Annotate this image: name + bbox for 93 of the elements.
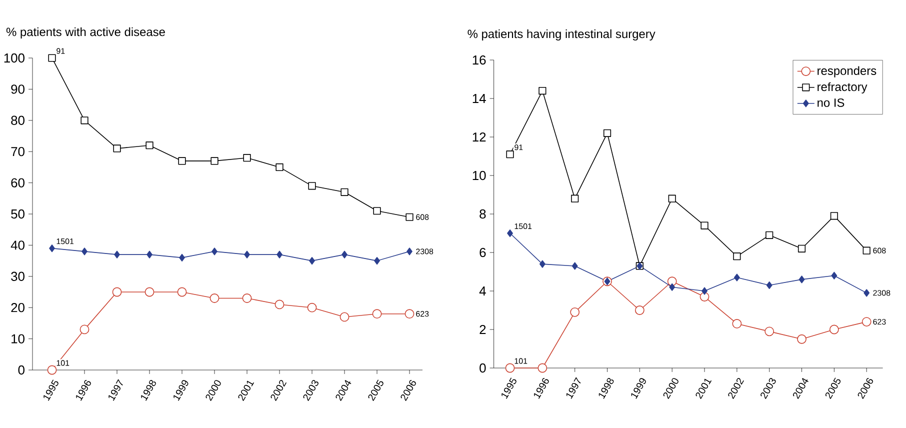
y-tick-label: 40 [10, 240, 24, 250]
y-tick-label: 0 [480, 363, 486, 373]
point [764, 326, 774, 336]
y-tick-label: 14 [472, 94, 486, 103]
legend-label: refractory [818, 82, 868, 94]
point [49, 244, 55, 252]
legend-label: responders [818, 66, 876, 78]
point [274, 300, 284, 310]
point [307, 302, 317, 312]
point [114, 250, 120, 258]
point [243, 154, 251, 162]
point [308, 182, 316, 190]
chart-title: % patients with active disease [6, 27, 165, 38]
point [48, 54, 56, 62]
point [831, 272, 838, 280]
legend-label: no IS [818, 98, 844, 107]
y-tick-label: 10 [12, 334, 24, 344]
y-tick-label: 12 [472, 132, 486, 142]
point [669, 283, 676, 291]
point [406, 213, 414, 221]
y-tick-label: 80 [11, 116, 24, 125]
point [404, 309, 414, 319]
point [603, 129, 612, 137]
point [374, 257, 380, 265]
point [798, 276, 805, 284]
point [734, 274, 740, 282]
point [667, 276, 677, 286]
point [372, 309, 382, 319]
point [178, 157, 186, 165]
point [113, 144, 121, 152]
point [80, 116, 88, 124]
point [276, 250, 282, 258]
y-tick-label: 100 [4, 53, 24, 63]
point [507, 229, 513, 238]
point [798, 244, 806, 252]
y-tick-label: 70 [11, 147, 24, 156]
point [506, 150, 514, 158]
point [700, 292, 710, 302]
point [830, 212, 838, 220]
y-tick-label: 4 [479, 286, 486, 296]
point [179, 254, 185, 262]
point [340, 312, 350, 322]
point [829, 324, 839, 334]
y-tick-label: 0 [18, 365, 24, 375]
point [634, 306, 644, 315]
point [144, 287, 154, 297]
y-tick-label: 30 [11, 272, 24, 281]
point [373, 207, 381, 215]
point [210, 157, 218, 165]
y-tick-label: 60 [11, 178, 24, 188]
point [538, 363, 548, 373]
point [797, 334, 806, 344]
point [146, 250, 152, 258]
point [80, 324, 90, 334]
y-tick-label: 6 [480, 248, 486, 258]
point [862, 317, 872, 326]
point [82, 248, 88, 256]
point [733, 252, 741, 260]
y-tick-label: 8 [480, 209, 486, 219]
point [732, 319, 742, 328]
point [212, 248, 218, 256]
point [862, 246, 870, 254]
point [766, 231, 774, 239]
point [702, 287, 708, 295]
chart-title: % patients having intestinal surgery [468, 29, 656, 41]
point [112, 287, 122, 297]
point [538, 87, 546, 95]
point [539, 260, 546, 268]
y-tick-label: 90 [11, 84, 24, 94]
point [244, 250, 250, 258]
y-tick-label: 10 [472, 170, 486, 180]
point [668, 194, 676, 202]
point [571, 194, 579, 202]
point [210, 294, 220, 303]
point [406, 248, 412, 256]
point [570, 307, 580, 317]
point [340, 188, 348, 196]
point [505, 363, 515, 373]
point [309, 257, 315, 265]
y-tick-label: 2 [480, 324, 486, 334]
y-tick-label: 16 [472, 55, 486, 65]
point [47, 365, 57, 375]
point [177, 287, 187, 297]
point [146, 142, 154, 150]
point [572, 262, 578, 270]
point [864, 289, 870, 297]
point [700, 222, 708, 230]
y-tick-label: 20 [11, 303, 24, 312]
y-tick-label: 50 [11, 209, 24, 219]
point [342, 250, 348, 258]
point [276, 163, 284, 171]
point [242, 294, 252, 303]
point [766, 281, 772, 290]
